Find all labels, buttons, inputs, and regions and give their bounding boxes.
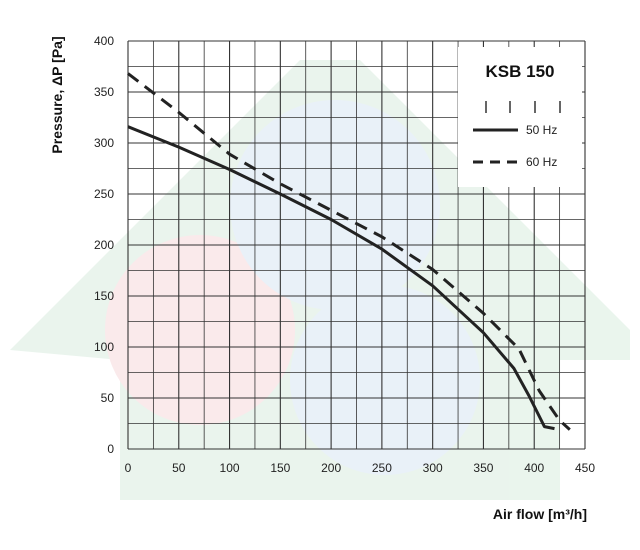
x-tick-label: 50 xyxy=(172,461,186,475)
y-tick-label: 250 xyxy=(94,187,114,201)
y-tick-label: 50 xyxy=(101,391,115,405)
legend-label: 60 Hz xyxy=(526,155,557,169)
legend-box xyxy=(458,47,582,187)
watermark-blue-fan-top xyxy=(230,100,440,310)
x-tick-label: 400 xyxy=(524,461,544,475)
y-tick-label: 150 xyxy=(94,289,114,303)
series-line-50-hz xyxy=(127,125,555,431)
watermark-red-fan xyxy=(105,235,295,425)
x-tick-label: 450 xyxy=(575,461,595,475)
x-tick-label: 150 xyxy=(270,461,290,475)
x-axis-title: Air flow [m³/h] xyxy=(493,506,587,522)
legend-label: 50 Hz xyxy=(526,123,557,137)
y-tick-label: 350 xyxy=(94,85,114,99)
y-tick-labels: 0 50 100 150 200 250 300 350 400 xyxy=(94,34,114,456)
x-tick-label: 250 xyxy=(372,461,392,475)
x-tick-label: 200 xyxy=(321,461,341,475)
y-tick-label: 0 xyxy=(107,442,114,456)
legend-tick-marks xyxy=(485,101,561,113)
chart-title: KSB 150 xyxy=(486,62,555,81)
x-tick-label: 0 xyxy=(125,461,132,475)
x-tick-label: 300 xyxy=(423,461,443,475)
y-axis-title: Pressure, ΔP [Pa] xyxy=(49,36,65,153)
y-tick-label: 300 xyxy=(94,136,114,150)
data-series xyxy=(127,72,571,431)
x-tick-labels: 0 50 100 150 200 250 300 350 400 450 xyxy=(125,461,596,475)
legend: 50 Hz 60 Hz xyxy=(473,123,557,169)
watermark-blue-fan-bottom xyxy=(290,285,480,475)
series-line-60-hz xyxy=(127,72,571,431)
y-tick-label: 400 xyxy=(94,34,114,48)
x-tick-label: 100 xyxy=(220,461,240,475)
y-tick-label: 200 xyxy=(94,238,114,252)
y-tick-label: 100 xyxy=(94,340,114,354)
x-tick-label: 350 xyxy=(473,461,493,475)
